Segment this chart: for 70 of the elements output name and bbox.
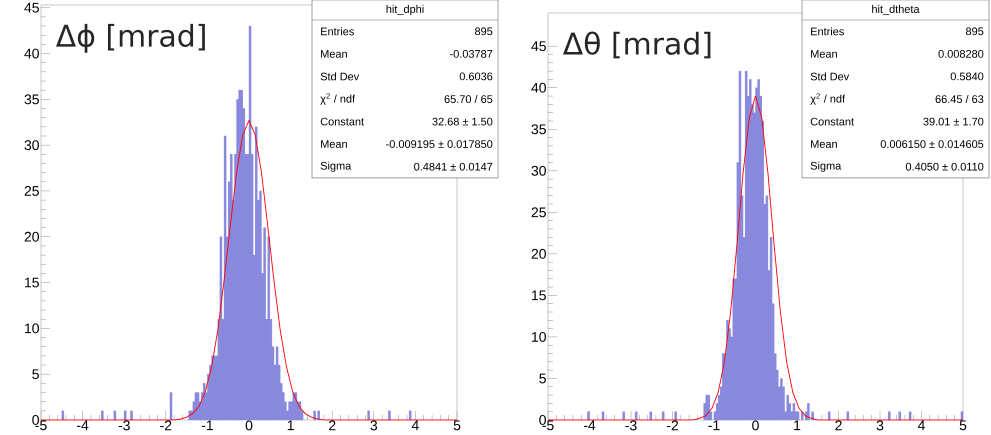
annotation: χ$^{2}$ / ndf — [320, 93, 356, 105]
y-tick-label: 40 — [24, 48, 39, 58]
annotation: 32.68 ± 1.50 — [432, 118, 492, 126]
text: 0.6036 — [460, 72, 492, 80]
annotation: -0.03787 — [450, 50, 492, 58]
annotation: χ$^{2}$ / ndf — [810, 93, 846, 105]
x-tick-label: -2 — [666, 420, 678, 430]
x-tick-label: 5 — [454, 420, 460, 430]
annotation: 0.4841 ± 0.0147 — [414, 162, 492, 171]
text: Δθ [mrad] — [562, 32, 710, 58]
annotation: Mean — [811, 140, 837, 148]
text: 895 — [966, 27, 984, 36]
annotation: 0.4050 ± 0.0110 — [906, 162, 984, 171]
annotation: Entries — [321, 27, 354, 36]
y-tick-label: 25 — [24, 186, 39, 196]
y-tick-label: 25 — [532, 207, 546, 218]
annotation: Std Dev — [810, 72, 850, 80]
y-tick-label: 45 — [24, 2, 39, 13]
x-tick-label: -4 — [77, 420, 88, 430]
x-tick-label: -1 — [708, 420, 720, 430]
x-tick-label: 0 — [246, 420, 252, 430]
x-tick-label: -4 — [584, 420, 596, 430]
y-tick-label: 35 — [532, 124, 546, 134]
x-tick-label: 1 — [288, 420, 294, 430]
annotation: Constant — [320, 118, 364, 126]
annotation: Sigma — [320, 162, 352, 172]
annotation: Std Dev — [320, 72, 360, 80]
x-tick-label: 5 — [960, 420, 966, 430]
annotation: Mean — [811, 50, 837, 58]
x-tick-label: -3 — [625, 420, 637, 430]
y-tick-label: 30 — [24, 140, 39, 150]
text: 895 — [474, 27, 492, 36]
x-tick-label: -1 — [202, 420, 213, 430]
y-tick-label: 35 — [24, 94, 39, 104]
annotation: hit_dtheta — [872, 4, 920, 16]
annotation: 0.5840 — [950, 72, 984, 80]
annotation: 0.006150 ± 0.014605 — [880, 140, 984, 148]
y-tick-label: 15 — [532, 290, 546, 300]
x-tick-label: 4 — [412, 420, 419, 430]
x-tick-label: 1 — [794, 420, 800, 430]
annotation: 66.45 / 63 — [936, 94, 984, 104]
annotation: Mean — [321, 50, 347, 58]
x-tick-label: -2 — [160, 420, 172, 430]
annotation: 0.008280 — [938, 50, 984, 58]
annotation: Mean — [321, 140, 347, 148]
annotation: 39.01 ± 1.70 — [923, 118, 984, 126]
annotation: Constant — [810, 118, 854, 126]
x-tick-label: 0 — [752, 420, 759, 430]
x-tick-label: -3 — [118, 420, 130, 430]
y-tick-label: 5 — [539, 374, 546, 384]
x-tick-label: 2 — [329, 420, 336, 430]
y-tick-label: 10 — [532, 332, 546, 342]
annotation: -0.009195 ± 0.017850 — [386, 140, 492, 148]
annotation: Sigma — [810, 162, 842, 172]
y-tick-label: 30 — [532, 166, 546, 176]
y-tick-label: 15 — [25, 278, 39, 288]
y-tick-label: 20 — [24, 232, 39, 242]
x-tick-label: 3 — [370, 420, 378, 430]
y-tick-label: 5 — [32, 369, 39, 380]
y-tick-label: 20 — [532, 248, 546, 259]
annotation: Entries — [811, 27, 844, 36]
annotation: hit_dphi — [386, 4, 424, 16]
annotation: 65.70 / 65 — [444, 94, 492, 104]
y-tick-label: 45 — [531, 41, 546, 52]
x-tick-label: 4 — [918, 420, 925, 430]
x-tick-label: 3 — [876, 420, 884, 430]
x-tick-label: 2 — [835, 420, 842, 430]
y-tick-label: 10 — [25, 323, 39, 334]
y-tick-label: 40 — [531, 82, 546, 93]
text: Δϕ [mrad] — [56, 24, 205, 53]
